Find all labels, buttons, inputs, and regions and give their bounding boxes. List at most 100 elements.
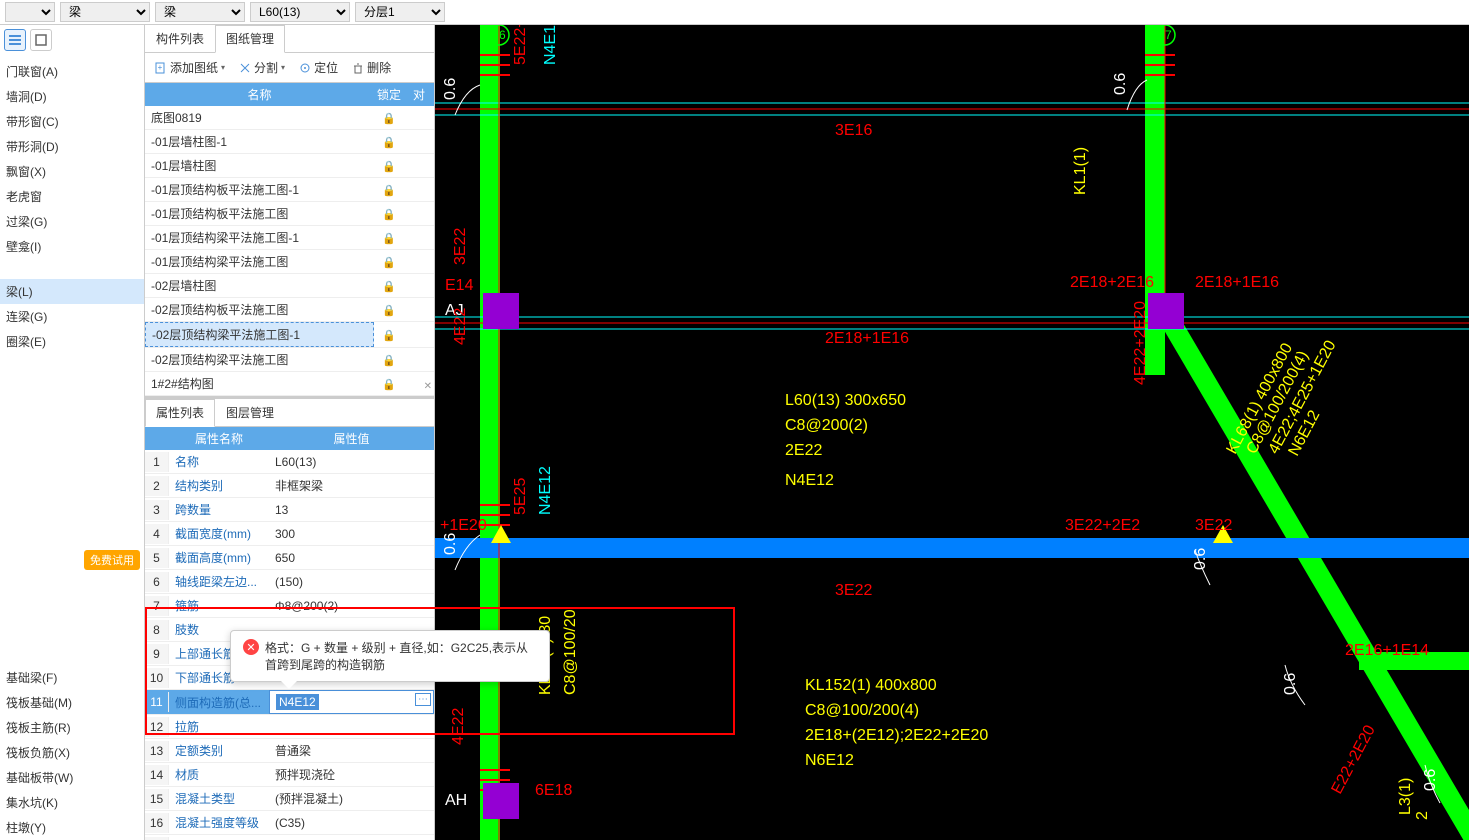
add-drawing-button[interactable]: + 添加图纸 ▾ bbox=[151, 57, 229, 78]
sidebar-item[interactable]: 梁(L) bbox=[0, 279, 144, 304]
prop-row[interactable]: 11侧面构造筋(总...N4E12⋯ bbox=[145, 690, 434, 715]
drawing-row[interactable]: -02层顶结构梁平法施工图-1🔒 bbox=[145, 322, 434, 348]
tab-drawings[interactable]: 图纸管理 bbox=[215, 25, 285, 53]
drawing-row[interactable]: -01层墙柱图🔒 bbox=[145, 154, 434, 178]
sidebar-narrow: 门联窗(A)墙洞(D)带形窗(C)带形洞(D)飘窗(X)老虎窗过梁(G)壁龛(I… bbox=[0, 25, 145, 840]
more-button[interactable]: ⋯ bbox=[415, 693, 431, 706]
tab-props[interactable]: 属性列表 bbox=[145, 399, 215, 427]
sidebar-item[interactable]: 筏板主筋(R) bbox=[0, 715, 144, 740]
sel-type1[interactable]: 梁 bbox=[60, 2, 150, 22]
prop-row[interactable]: 13定额类别普通梁 bbox=[145, 739, 434, 763]
prop-value[interactable] bbox=[269, 724, 434, 730]
view-list-icon[interactable] bbox=[4, 29, 26, 51]
prop-value[interactable]: 300 bbox=[269, 524, 434, 544]
prop-value[interactable]: 650 bbox=[269, 548, 434, 568]
lock-cell[interactable]: 🔒 bbox=[374, 303, 404, 317]
sidebar-item[interactable]: 壁龛(I) bbox=[0, 234, 144, 259]
prop-row[interactable]: 6轴线距梁左边...(150) bbox=[145, 570, 434, 594]
sel-layer[interactable]: 分层1 bbox=[355, 2, 445, 22]
drawing-row[interactable]: -02层顶结构梁平法施工图🔒 bbox=[145, 348, 434, 372]
prop-row[interactable]: 17混凝土外加剂(无) bbox=[145, 835, 434, 840]
lock-cell[interactable]: 🔒 bbox=[374, 353, 404, 367]
sidebar-item[interactable]: 连梁(G) bbox=[0, 304, 144, 329]
lock-cell[interactable]: 🔒 bbox=[374, 231, 404, 245]
prop-value[interactable]: (C35) bbox=[269, 813, 434, 833]
lock-cell[interactable]: 🔒 bbox=[374, 279, 404, 293]
sidebar-item[interactable]: 筏板基础(M) bbox=[0, 690, 144, 715]
locate-button[interactable]: 定位 bbox=[295, 57, 342, 78]
tab-layers[interactable]: 图层管理 bbox=[215, 399, 285, 426]
prop-value[interactable]: 非框架梁 bbox=[269, 474, 434, 497]
lock-cell[interactable]: 🔒 bbox=[374, 255, 404, 269]
tab-components[interactable]: 构件列表 bbox=[145, 25, 215, 52]
col-prop-name: 属性名称 bbox=[169, 427, 269, 450]
svg-text:3E22+2E2: 3E22+2E2 bbox=[1065, 517, 1140, 534]
svg-text:3E22: 3E22 bbox=[1195, 517, 1232, 534]
sidebar-item[interactable]: 基础板带(W) bbox=[0, 765, 144, 790]
prop-value[interactable]: (预拌混凝土) bbox=[269, 787, 434, 810]
sidebar-item[interactable]: 集水坑(K) bbox=[0, 790, 144, 815]
sidebar-item[interactable]: 柱墩(Y) bbox=[0, 815, 144, 840]
lock-cell[interactable]: 🔒 bbox=[374, 328, 404, 342]
prop-value[interactable]: (150) bbox=[269, 572, 434, 592]
prop-value[interactable]: 预拌现浇砼 bbox=[269, 763, 434, 786]
prop-row[interactable]: 1名称L60(13) bbox=[145, 450, 434, 474]
drawing-row[interactable]: 1#2#结构图🔒 bbox=[145, 372, 434, 396]
delete-button[interactable]: 删除 bbox=[348, 57, 395, 78]
prop-row[interactable]: 7箍筋Φ8@200(2) bbox=[145, 594, 434, 618]
sel-type2[interactable]: 梁 bbox=[155, 2, 245, 22]
lock-cell[interactable]: 🔒 bbox=[374, 135, 404, 149]
lock-cell[interactable]: 🔒 bbox=[374, 111, 404, 125]
prop-row[interactable]: 2结构类别非框架梁 bbox=[145, 474, 434, 498]
prop-row[interactable]: 15混凝土类型(预拌混凝土) bbox=[145, 787, 434, 811]
lock-cell[interactable]: 🔒 bbox=[374, 159, 404, 173]
prop-row[interactable]: 5截面高度(mm)650 bbox=[145, 546, 434, 570]
prop-value[interactable]: (无) bbox=[269, 835, 434, 840]
prop-row[interactable]: 4截面宽度(mm)300 bbox=[145, 522, 434, 546]
view-box-icon[interactable] bbox=[30, 29, 52, 51]
lock-cell[interactable]: 🔒 bbox=[374, 207, 404, 221]
drawing-row[interactable]: -02层顶结构板平法施工图🔒 bbox=[145, 298, 434, 322]
sidebar-item[interactable]: 老虎窗 bbox=[0, 184, 144, 209]
sel-member[interactable]: L60(13) bbox=[250, 2, 350, 22]
sidebar-item[interactable]: 飘窗(X) bbox=[0, 159, 144, 184]
prop-value[interactable]: N4E12 ⋯ bbox=[269, 690, 434, 714]
prop-row[interactable]: 16混凝土强度等级(C35) bbox=[145, 811, 434, 835]
drawing-row[interactable]: -01层墙柱图-1🔒 bbox=[145, 130, 434, 154]
sidebar-item[interactable]: 圈梁(E) bbox=[0, 329, 144, 354]
sidebar-item[interactable]: 过梁(G) bbox=[0, 209, 144, 234]
drawing-row[interactable]: -01层顶结构梁平法施工图-1🔒 bbox=[145, 226, 434, 250]
lock-cell[interactable]: 🔒 bbox=[374, 377, 404, 391]
prop-value[interactable]: 普通梁 bbox=[269, 739, 434, 762]
prop-value[interactable]: 13 bbox=[269, 500, 434, 520]
prop-row[interactable]: 12拉筋 bbox=[145, 715, 434, 739]
lock-cell[interactable]: 🔒 bbox=[374, 183, 404, 197]
prop-row[interactable]: 14材质预拌现浇砼 bbox=[145, 763, 434, 787]
prop-row[interactable]: 3跨数量13 bbox=[145, 498, 434, 522]
sidebar-item[interactable]: 门联窗(A) bbox=[0, 59, 144, 84]
drawing-row[interactable]: -02层墙柱图🔒 bbox=[145, 274, 434, 298]
sidebar-item[interactable]: 墙洞(D) bbox=[0, 84, 144, 109]
lock-icon: 🔒 bbox=[382, 355, 396, 367]
col-dup: 对 bbox=[404, 83, 434, 106]
sidebar-item[interactable]: 筏板负筋(X) bbox=[0, 740, 144, 765]
sidebar-item[interactable]: 基础梁(F) bbox=[0, 665, 144, 690]
edit-input[interactable]: N4E12 bbox=[276, 694, 319, 710]
cad-viewport[interactable]: 16175E22+1E18N4E120.60.63E16KL1(1)3E22E1… bbox=[435, 25, 1469, 840]
drawing-row[interactable]: -01层顶结构梁平法施工图🔒 bbox=[145, 250, 434, 274]
sidebar-item[interactable]: 带形洞(D) bbox=[0, 134, 144, 159]
svg-text:2E18+1E16: 2E18+1E16 bbox=[1195, 274, 1279, 291]
drawing-row[interactable]: 底图0819🔒 bbox=[145, 106, 434, 130]
drawing-list[interactable]: 底图0819🔒-01层墙柱图-1🔒-01层墙柱图🔒-01层顶结构板平法施工图-1… bbox=[145, 106, 434, 396]
prop-num: 3 bbox=[145, 500, 169, 520]
prop-value[interactable]: L60(13) bbox=[269, 452, 434, 472]
close-icon[interactable]: ✕ bbox=[424, 381, 432, 392]
premium-button[interactable]: 免费试用 bbox=[84, 550, 140, 570]
sidebar-item[interactable]: 带形窗(C) bbox=[0, 109, 144, 134]
split-button[interactable]: 分割 ▾ bbox=[235, 57, 289, 78]
drawing-row[interactable]: -01层顶结构板平法施工图🔒 bbox=[145, 202, 434, 226]
prop-value[interactable]: Φ8@200(2) bbox=[269, 596, 434, 616]
drawing-row[interactable]: -01层顶结构板平法施工图-1🔒 bbox=[145, 178, 434, 202]
lock-icon: 🔒 bbox=[382, 257, 396, 269]
sel-blank[interactable] bbox=[5, 2, 55, 22]
